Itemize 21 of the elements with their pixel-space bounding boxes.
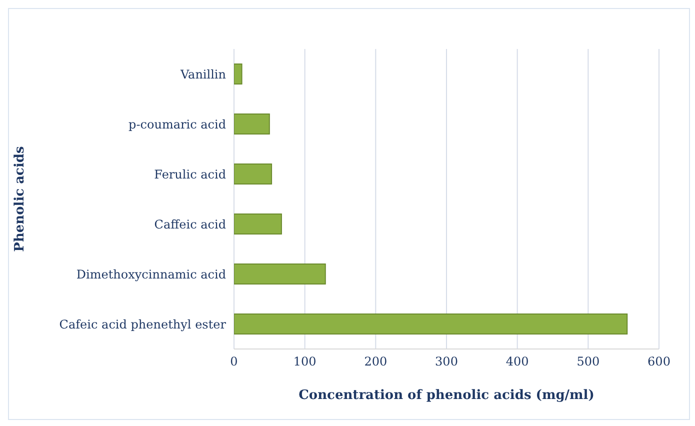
y-tick-label: Dimethoxycinnamic acid (76, 267, 226, 282)
x-axis-title: Concentration of phenolic acids (mg/ml) (298, 388, 594, 403)
bar (234, 64, 242, 84)
y-axis-title: Phenolic acids (12, 146, 28, 252)
bar (234, 114, 270, 134)
x-tick-label: 400 (506, 354, 529, 369)
x-tick-label: 100 (293, 354, 316, 369)
bar (234, 314, 628, 334)
y-tick-label: Cafeic acid phenethyl ester (59, 317, 226, 332)
y-tick-label: Caffeic acid (154, 217, 226, 232)
bar (234, 164, 272, 184)
bar (234, 214, 282, 234)
x-tick-label: 600 (648, 354, 670, 369)
y-tick-label: p-coumaric acid (128, 117, 226, 132)
y-tick-label: Vanillin (179, 67, 226, 82)
x-tick-label: 200 (364, 354, 388, 369)
x-tick-label: 500 (576, 354, 600, 369)
y-tick-label: Ferulic acid (154, 167, 226, 182)
bar (234, 264, 326, 284)
x-tick-label: 300 (435, 354, 458, 369)
x-tick-label: 0 (230, 354, 238, 369)
